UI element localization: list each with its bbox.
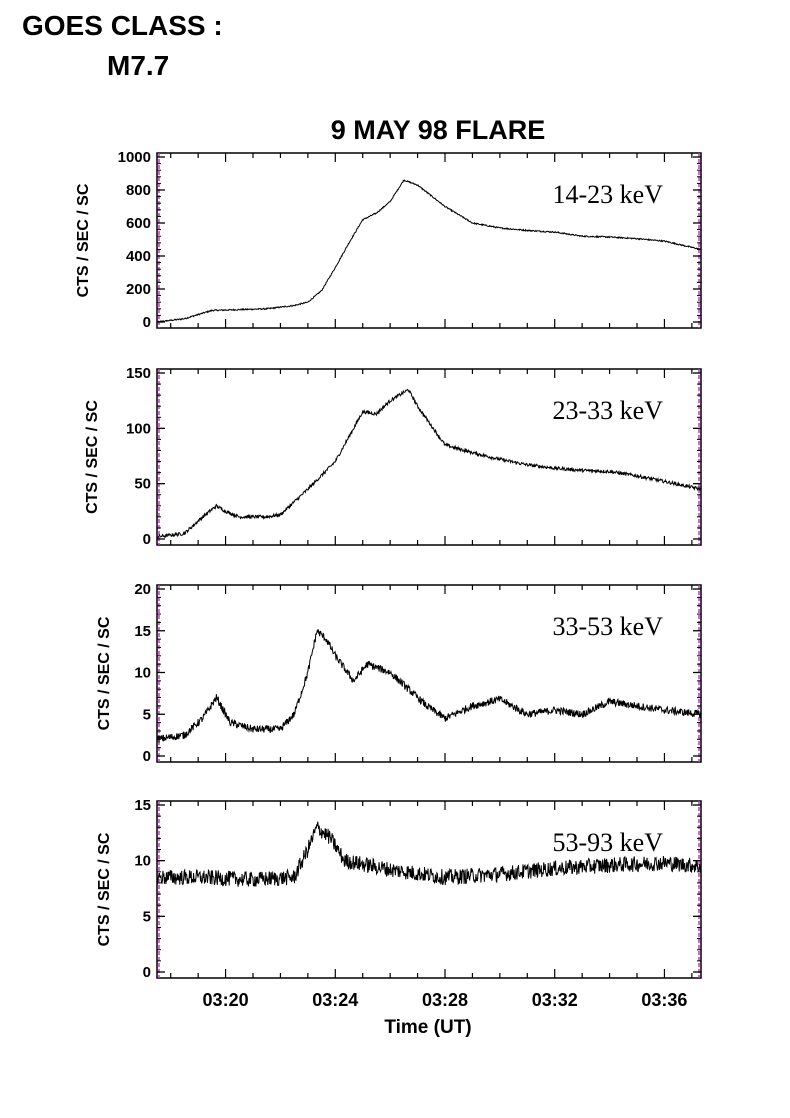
- panel-frame: [156, 152, 702, 329]
- y-tick-label: 5: [143, 706, 151, 723]
- x-tick-label: 03:32: [532, 990, 578, 1010]
- x-tick-label: 03:20: [203, 990, 249, 1010]
- x-axis-label: Time (UT): [384, 1017, 471, 1038]
- energy-band-label: 14-23 keV: [553, 180, 664, 209]
- y-tick-label: 10: [134, 665, 151, 682]
- y-tick-label: 1000: [118, 149, 151, 166]
- x-tick-label: 03:28: [422, 990, 468, 1010]
- panel-frame: [156, 368, 702, 546]
- y-tick-label: 150: [126, 365, 151, 382]
- goes-class-label: GOES CLASS :: [22, 10, 223, 41]
- y-axis-label: CTS / SEC / SC: [96, 832, 113, 946]
- y-tick-label: 15: [134, 623, 151, 640]
- goes-class-value: M7.7: [107, 50, 170, 81]
- y-tick-label: 600: [126, 215, 151, 232]
- panel-3: 0 5 10 15 20 CTS / SEC / SC 33-53 keV: [96, 581, 702, 765]
- y-tick-label: 800: [126, 182, 151, 199]
- y-axis-label: CTS / SEC / SC: [84, 400, 101, 514]
- y-tick-label: 10: [134, 853, 151, 870]
- panel-2: 0 50 100 150 CTS / SEC / SC 23-33 keV: [84, 365, 702, 548]
- y-tick-label: 0: [143, 314, 151, 331]
- panel-1: 0 200 400 600 800 1000 CTS / SEC / SC 14-23 keV: [75, 149, 702, 331]
- energy-band-label: 33-53 keV: [553, 612, 664, 641]
- y-tick-label: 15: [134, 797, 151, 814]
- series-line: [156, 179, 702, 323]
- series-line: [156, 388, 702, 539]
- panel-frame: [156, 800, 702, 979]
- y-tick-label: 0: [143, 531, 151, 548]
- series-line: [156, 821, 702, 887]
- x-tick-label: 03:24: [312, 990, 358, 1010]
- y-tick-label: 5: [143, 908, 151, 925]
- y-tick-label: 0: [143, 964, 151, 981]
- energy-band-label: 53-93 keV: [553, 828, 664, 857]
- chart-title: 9 MAY 98 FLARE: [331, 115, 546, 145]
- y-tick-label: 20: [134, 581, 151, 598]
- y-axis-label: CTS / SEC / SC: [75, 183, 92, 297]
- y-tick-label: 0: [143, 748, 151, 765]
- series-line: [156, 629, 702, 743]
- y-axis-label: CTS / SEC / SC: [96, 616, 113, 730]
- x-tick-label: 03:36: [641, 990, 687, 1010]
- y-tick-label: 100: [126, 420, 151, 437]
- y-tick-label: 50: [134, 476, 151, 493]
- panel-frame: [156, 584, 702, 763]
- y-tick-label: 400: [126, 248, 151, 265]
- energy-band-label: 23-33 keV: [553, 396, 664, 425]
- y-tick-label: 200: [126, 281, 151, 298]
- panel-4: 0 5 10 15 CTS / SEC / SC 53-93 keV: [96, 797, 702, 981]
